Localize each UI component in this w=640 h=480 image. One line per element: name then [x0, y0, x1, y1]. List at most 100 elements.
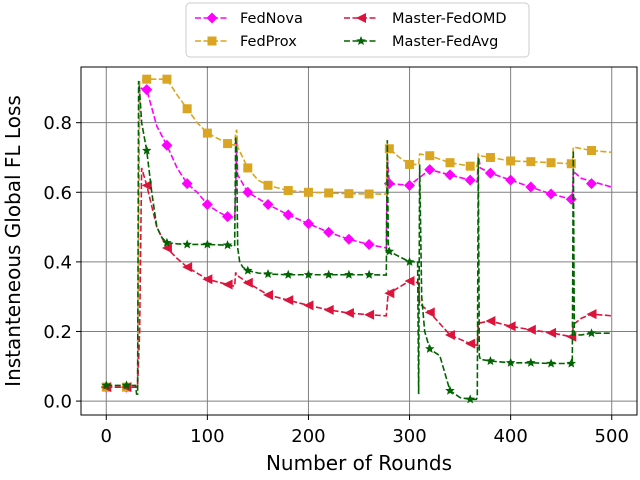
data-point-fedprox [243, 163, 253, 173]
data-point-fednova [201, 198, 213, 210]
series-master-fedavg [101, 80, 612, 404]
data-point-fedprox [283, 186, 293, 196]
legend-marker-master-fedavg [356, 36, 366, 46]
data-point-master-fedomd [384, 288, 395, 299]
y-tick-label: 0.6 [43, 183, 72, 204]
data-point-fedprox [324, 188, 334, 198]
axis-ticks: 0 100 200 300 400 500 0.0 0.2 0.4 0.6 0.8 [43, 113, 629, 447]
data-point-master-fedomd [404, 276, 415, 287]
data-point-master-fedavg [121, 380, 132, 390]
x-tick-label: 0 [101, 426, 112, 447]
data-point-fedprox [566, 159, 576, 169]
data-point-master-fedavg [445, 385, 455, 395]
y-tick-label: 0.4 [43, 252, 72, 273]
data-point-fedprox [587, 146, 597, 156]
data-point-fednova [181, 178, 193, 190]
data-point-fedprox [546, 158, 556, 168]
legend-marker-master-fedomd [356, 13, 366, 23]
data-point-master-fedavg [344, 269, 354, 279]
data-point-master-fedavg [586, 328, 597, 338]
data-point-master-fedomd [263, 289, 274, 300]
legend-box [185, 2, 530, 58]
legend-label-fednova: FedNova [240, 11, 303, 27]
series-line-master-fedomd [106, 167, 612, 388]
data-point-master-fedavg [384, 246, 395, 256]
data-point-master-fedomd [343, 308, 354, 319]
y-tick-label: 0.0 [43, 392, 72, 413]
data-point-master-fedavg [505, 357, 516, 367]
data-point-master-fedomd [424, 307, 435, 318]
data-point-master-fedomd [525, 324, 536, 335]
legend-marker-fednova [206, 12, 218, 24]
data-point-master-fedavg [263, 269, 273, 279]
legend-label-master-fedomd: Master-FedOMD [392, 11, 507, 27]
data-point-fednova [141, 84, 153, 96]
x-tick-label: 400 [493, 426, 527, 447]
data-point-master-fedavg [303, 269, 314, 279]
x-tick-label: 200 [291, 426, 325, 447]
data-point-fednova [464, 174, 476, 186]
data-point-master-fedomd [182, 262, 193, 273]
data-point-fednova [262, 198, 274, 210]
plot-frame [80, 66, 638, 416]
data-point-master-fedavg [222, 240, 233, 250]
data-point-fedprox [506, 156, 516, 166]
data-point-master-fedavg [141, 145, 152, 155]
data-point-fedprox [384, 144, 394, 154]
data-point-fedprox [223, 139, 233, 149]
data-point-fednova [525, 181, 537, 193]
data-point-master-fedavg [425, 343, 435, 353]
data-point-master-fedomd [485, 316, 496, 327]
data-point-master-fedavg [182, 239, 192, 249]
data-point-fednova [545, 188, 557, 200]
data-point-fedprox [142, 74, 152, 84]
data-point-master-fedomd [303, 300, 314, 311]
legend: FedNova FedProx Master-FedOMD Master-FedAvg [185, 2, 530, 58]
data-point-master-fedavg [364, 269, 374, 279]
data-point-fedprox [202, 128, 212, 138]
data-point-fednova [222, 211, 234, 223]
data-point-fednova [242, 186, 254, 198]
data-point-master-fedavg [202, 239, 213, 249]
legend-marker-fedprox [207, 36, 217, 46]
data-point-fedprox [445, 158, 455, 168]
data-point-master-fedomd [465, 338, 476, 349]
data-point-master-fedomd [444, 329, 455, 340]
data-point-fedprox [485, 152, 495, 162]
legend-item-fedprox: FedProx [195, 34, 297, 50]
data-point-fednova [444, 169, 456, 181]
x-axis-label: Number of Rounds [266, 451, 452, 475]
data-point-fedprox [425, 151, 435, 161]
data-point-master-fedavg [526, 357, 536, 367]
y-axis-label: Instanteneous Global FL Loss [1, 95, 25, 387]
data-point-master-fedavg [404, 256, 415, 266]
data-point-master-fedomd [283, 295, 294, 306]
data-point-fedprox [364, 189, 374, 199]
data-point-master-fedavg [243, 265, 253, 275]
data-point-fednova [302, 218, 314, 230]
data-point-fedprox [303, 187, 313, 197]
data-point-fedprox [344, 189, 354, 199]
data-point-fednova [343, 233, 355, 245]
data-point-fedprox [162, 74, 172, 84]
data-point-master-fedomd [364, 309, 375, 320]
data-point-fednova [323, 226, 335, 238]
legend-label-fedprox: FedProx [240, 34, 297, 50]
data-point-master-fedavg [323, 269, 334, 279]
data-point-fednova [363, 238, 375, 250]
x-tick-label: 500 [595, 426, 629, 447]
data-point-master-fedavg [566, 358, 577, 368]
data-point-master-fedomd [505, 321, 516, 332]
data-point-fednova [282, 209, 294, 221]
data-point-master-fedavg [546, 358, 556, 368]
data-point-master-fedavg [465, 394, 475, 404]
data-point-fednova [404, 179, 416, 191]
y-tick-label: 0.2 [43, 322, 72, 343]
series-master-fedomd [101, 167, 612, 393]
legend-label-master-fedavg: Master-FedAvg [392, 34, 498, 50]
data-point-master-fedomd [202, 274, 213, 285]
data-point-master-fedavg [485, 356, 496, 366]
data-point-master-fedavg [101, 380, 112, 390]
data-point-fednova [424, 164, 436, 176]
